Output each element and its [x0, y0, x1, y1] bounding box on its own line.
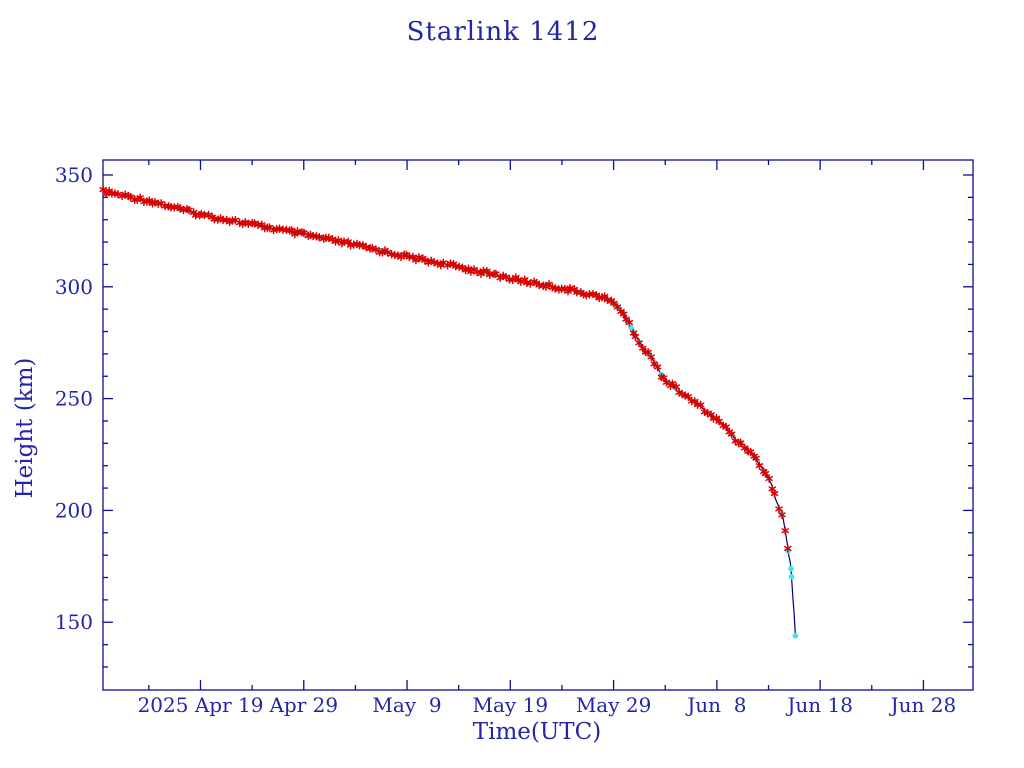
prediction-dots: [130, 194, 799, 639]
observation-marker: [492, 269, 500, 279]
observation-marker: [752, 453, 760, 463]
x-tick-label: Apr 29: [268, 693, 338, 717]
observation-marker: [715, 417, 723, 426]
y-tick-label: 350: [55, 163, 93, 187]
observation-marker: [631, 332, 640, 341]
observation-marker: [727, 429, 736, 439]
x-tick-label: May 9: [372, 693, 441, 717]
observation-marker: [145, 196, 154, 205]
y-tick-label: 250: [55, 387, 93, 411]
observation-marker: [545, 279, 553, 289]
observation-markers: [99, 185, 792, 553]
observation-marker: [755, 461, 764, 470]
observation-marker: [770, 489, 779, 498]
observation-marker: [415, 253, 423, 262]
observation-marker: [740, 443, 749, 453]
decay-curve-line: [102, 190, 796, 636]
observation-marker: [430, 258, 438, 267]
x-tick-label: Jun 8: [685, 693, 746, 717]
observation-marker: [315, 232, 323, 242]
y-tick-label: 200: [55, 498, 93, 522]
observation-marker: [736, 438, 745, 448]
observation-marker: [775, 504, 783, 514]
observation-marker: [625, 318, 634, 327]
observation-marker: [672, 382, 681, 392]
y-tick-label: 300: [55, 275, 93, 299]
observation-marker: [784, 544, 792, 553]
tick-labels: 2025 Apr 19 Apr 29 May 9 May 19 May 29 Jun 8 J…: [55, 163, 956, 717]
x-tick-label: May 29: [576, 693, 652, 717]
observation-marker: [635, 338, 643, 348]
observation-marker: [778, 510, 786, 520]
observation-marker: [668, 379, 677, 388]
y-tick-label: 150: [55, 610, 93, 634]
prediction-dot: [788, 565, 794, 572]
observation-marker: [647, 352, 655, 362]
prediction-dot: [788, 573, 795, 580]
x-tick-label: Jun 28: [889, 693, 957, 717]
observation-marker: [653, 362, 662, 372]
x-axis-title: Time(UTC): [472, 719, 602, 745]
observation-marker: [362, 242, 370, 252]
observation-marker: [622, 314, 630, 324]
chart-title: Starlink 1412: [406, 17, 600, 47]
observation-marker: [765, 474, 773, 483]
x-tick-label: May 19: [473, 693, 549, 717]
observation-marker: [696, 400, 705, 410]
axis-ticks: [103, 160, 973, 690]
observation-marker: [592, 290, 601, 300]
observation-marker: [551, 284, 559, 293]
observation-marker: [662, 378, 671, 387]
observation-marker: [368, 244, 376, 253]
x-tick-label: Jun 18: [785, 693, 853, 717]
observation-marker: [722, 422, 730, 432]
observation-marker: [650, 359, 658, 369]
observation-marker: [781, 526, 789, 535]
prediction-dot: [792, 632, 799, 639]
observation-marker: [761, 469, 770, 478]
x-tick-label: 2025 Apr 19: [138, 693, 264, 717]
observation-marker: [412, 255, 420, 265]
plot-frame: [102, 159, 974, 691]
observation-marker: [566, 283, 574, 293]
